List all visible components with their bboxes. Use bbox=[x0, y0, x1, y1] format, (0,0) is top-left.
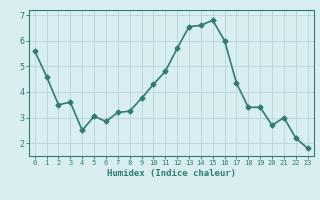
X-axis label: Humidex (Indice chaleur): Humidex (Indice chaleur) bbox=[107, 169, 236, 178]
